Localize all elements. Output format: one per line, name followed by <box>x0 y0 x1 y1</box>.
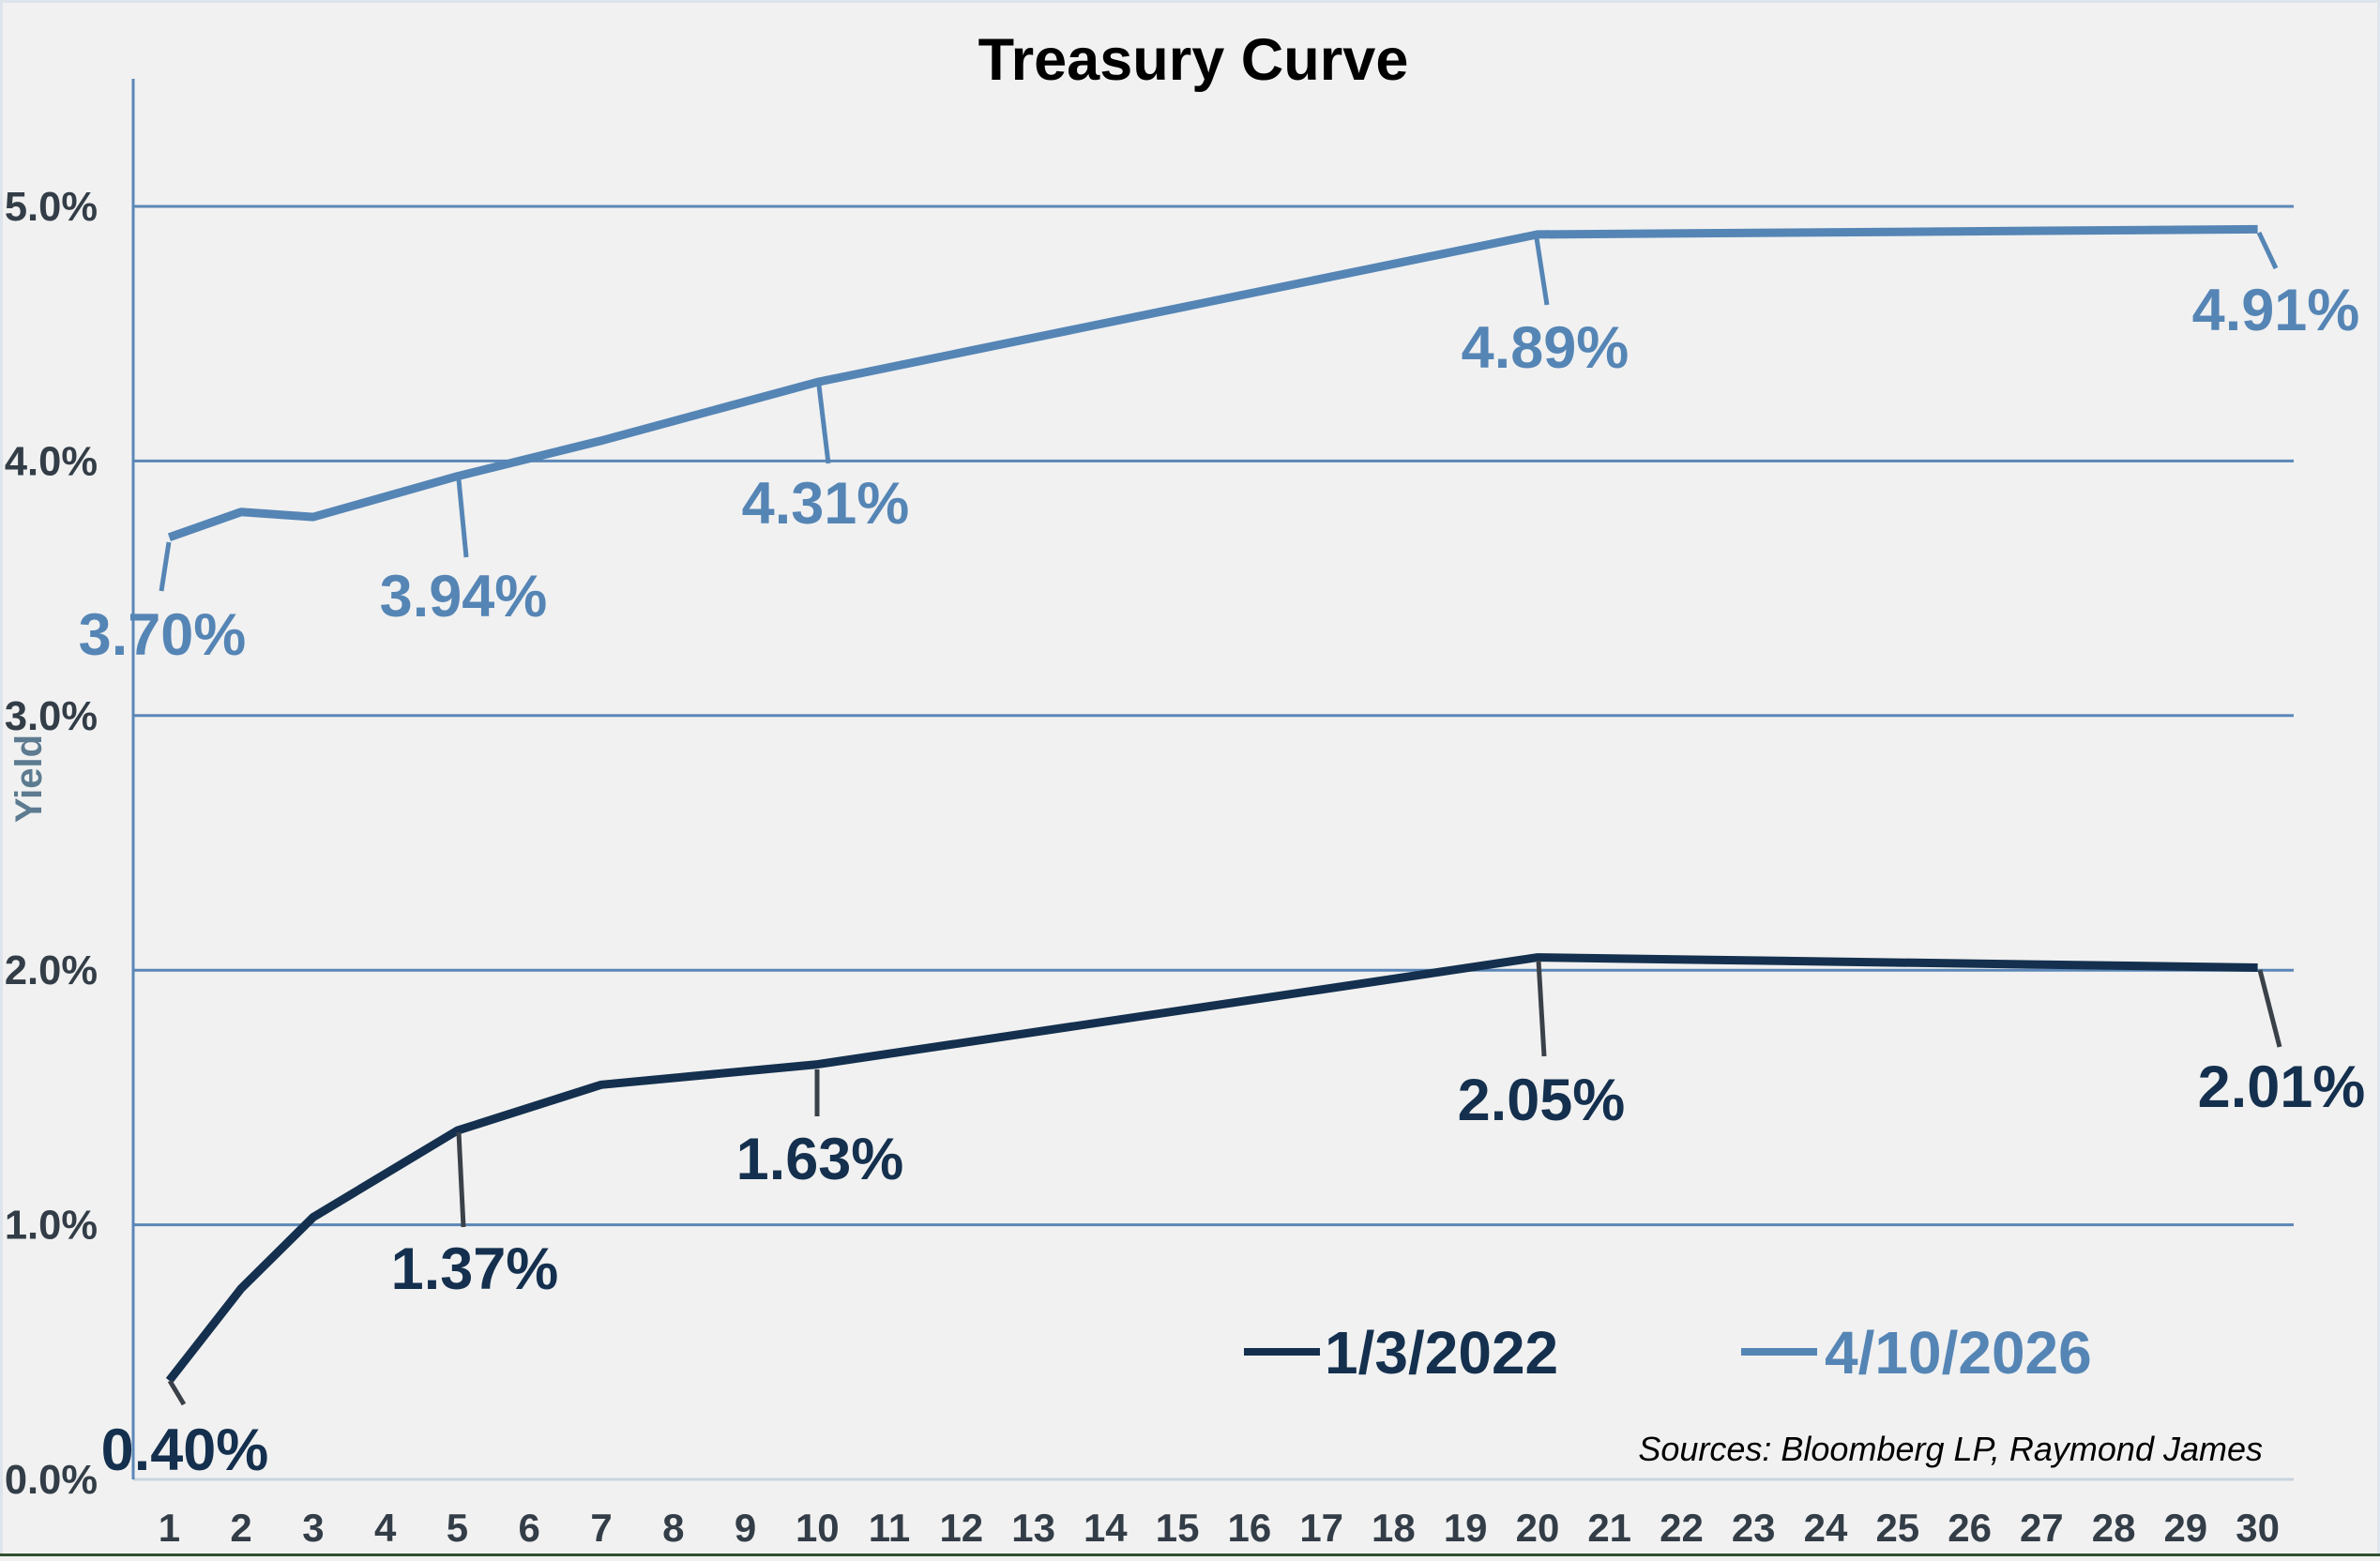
svg-text:10: 10 <box>796 1506 840 1550</box>
svg-text:4.0%: 4.0% <box>5 439 98 484</box>
svg-text:21: 21 <box>1587 1506 1631 1550</box>
svg-text:15: 15 <box>1156 1506 1200 1550</box>
svg-text:0.40%: 0.40% <box>101 1417 269 1483</box>
svg-text:20: 20 <box>1516 1506 1560 1550</box>
svg-text:Yield: Yield <box>8 735 50 823</box>
svg-text:2.01%: 2.01% <box>2198 1054 2366 1120</box>
svg-text:5: 5 <box>447 1506 468 1550</box>
svg-text:28: 28 <box>2092 1506 2136 1550</box>
svg-text:25: 25 <box>1875 1506 1919 1550</box>
svg-text:Treasury Curve: Treasury Curve <box>978 27 1409 93</box>
svg-text:23: 23 <box>1732 1506 1776 1550</box>
svg-text:22: 22 <box>1660 1506 1704 1550</box>
svg-text:17: 17 <box>1299 1506 1343 1550</box>
svg-text:2: 2 <box>230 1506 251 1550</box>
svg-text:1.0%: 1.0% <box>5 1204 98 1249</box>
svg-text:11: 11 <box>869 1506 910 1550</box>
svg-text:4.89%: 4.89% <box>1462 315 1630 381</box>
svg-text:1: 1 <box>159 1506 180 1550</box>
svg-text:26: 26 <box>1948 1506 1992 1550</box>
svg-text:29: 29 <box>2163 1506 2207 1550</box>
svg-text:3.0%: 3.0% <box>5 694 98 739</box>
svg-text:13: 13 <box>1011 1506 1055 1550</box>
svg-text:30: 30 <box>2236 1506 2280 1550</box>
svg-text:2.05%: 2.05% <box>1458 1068 1626 1133</box>
svg-text:9: 9 <box>735 1506 756 1550</box>
svg-text:4: 4 <box>374 1506 397 1550</box>
svg-text:1/3/2022: 1/3/2022 <box>1325 1319 1558 1387</box>
svg-text:0.0%: 0.0% <box>5 1458 98 1503</box>
svg-text:1.37%: 1.37% <box>391 1236 559 1302</box>
svg-text:3.94%: 3.94% <box>380 564 548 629</box>
svg-text:8: 8 <box>662 1506 684 1550</box>
svg-text:18: 18 <box>1372 1506 1416 1550</box>
svg-text:6: 6 <box>519 1506 540 1550</box>
svg-text:3.70%: 3.70% <box>79 602 247 668</box>
svg-text:5.0%: 5.0% <box>5 185 98 230</box>
svg-text:Sources: Bloomberg LP, Raymond: Sources: Bloomberg LP, Raymond James <box>1638 1430 2263 1468</box>
svg-text:1.63%: 1.63% <box>736 1127 904 1192</box>
svg-text:19: 19 <box>1444 1506 1488 1550</box>
svg-text:2.0%: 2.0% <box>5 948 98 993</box>
svg-text:4.91%: 4.91% <box>2192 278 2360 343</box>
svg-text:14: 14 <box>1084 1506 1128 1550</box>
svg-text:4.31%: 4.31% <box>742 471 910 537</box>
svg-text:7: 7 <box>590 1506 612 1550</box>
svg-text:4/10/2026: 4/10/2026 <box>1825 1319 2092 1387</box>
svg-text:3: 3 <box>302 1506 324 1550</box>
svg-text:16: 16 <box>1228 1506 1272 1550</box>
svg-text:27: 27 <box>2020 1506 2064 1550</box>
svg-text:12: 12 <box>939 1506 983 1550</box>
svg-text:24: 24 <box>1804 1506 1848 1550</box>
